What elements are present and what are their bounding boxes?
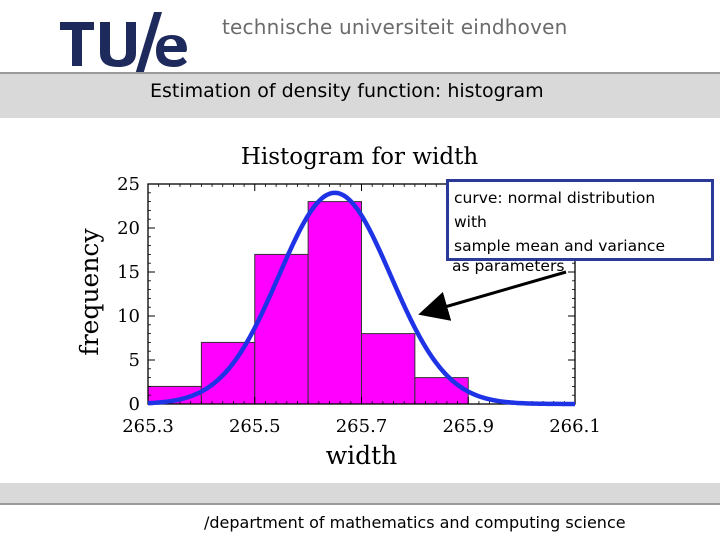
x-tick-label: 266.1 <box>549 416 601 437</box>
footer-band <box>0 483 720 505</box>
x-tick-label: 265.3 <box>122 416 174 437</box>
footer-text: /department of mathematics and computing… <box>204 513 626 532</box>
callout-line-4: as parameters <box>452 257 565 275</box>
histogram-bar <box>361 333 416 405</box>
histogram-bar <box>200 341 256 405</box>
slide-title: Estimation of density function: histogra… <box>150 80 544 102</box>
y-tick-label: 15 <box>117 262 140 283</box>
callout-line-3: sample mean and variance <box>454 237 665 255</box>
x-tick-label: 265.7 <box>336 416 388 437</box>
y-tick-label: 20 <box>117 218 140 239</box>
university-name: technische universiteit eindhoven <box>222 15 568 39</box>
callout-arrow <box>418 270 567 321</box>
title-band <box>0 72 720 118</box>
y-axis-label: frequency <box>75 228 104 356</box>
callout-line-2: with <box>454 213 487 231</box>
histogram-bar <box>254 253 309 405</box>
histogram-bar <box>307 201 362 405</box>
x-axis-label: width <box>326 441 398 470</box>
callout-line-1: curve: normal distribution <box>454 189 656 207</box>
tue-logo <box>60 12 187 78</box>
histogram-bar <box>414 377 469 405</box>
normal-curve <box>147 190 576 407</box>
y-tick-label: 0 <box>129 394 140 415</box>
chart-title: Histogram for width <box>241 144 479 170</box>
y-tick-label: 10 <box>117 306 140 327</box>
x-tick-label: 265.5 <box>229 416 281 437</box>
y-tick-label: 25 <box>117 174 140 195</box>
y-tick-label: 5 <box>129 350 140 371</box>
x-tick-label: 265.9 <box>442 416 494 437</box>
callout-box: curve: normal distribution with sample m… <box>446 179 714 261</box>
